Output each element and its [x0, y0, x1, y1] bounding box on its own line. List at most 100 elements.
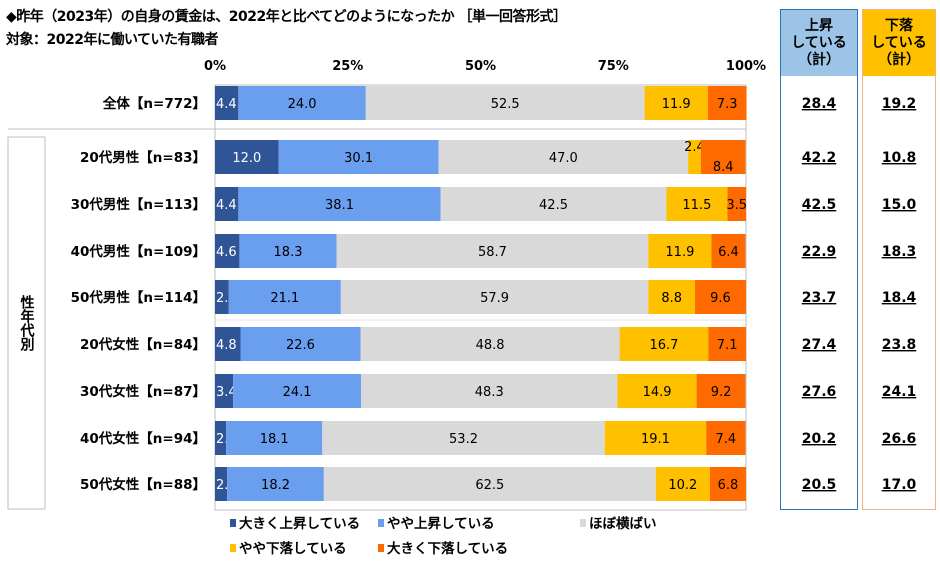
legend-swatch [378, 519, 384, 527]
data-label: 8.4 [713, 160, 734, 175]
legend-label: やや上昇している [387, 516, 495, 532]
bar-segment [727, 187, 746, 221]
rise-total-value: 42.5 [802, 197, 837, 213]
data-label: 16.7 [649, 338, 678, 353]
data-label: 14.9 [643, 385, 672, 400]
group-label-box [7, 136, 46, 510]
data-label: 62.5 [475, 478, 504, 493]
group-label: 性年代別 [18, 295, 35, 351]
x-tick-label: 50% [465, 59, 496, 74]
bar-segment [604, 421, 707, 455]
data-label: 42.5 [539, 198, 568, 213]
rise-total-value: 20.2 [802, 431, 837, 447]
bar-segment [322, 421, 605, 455]
bar-segment [215, 234, 240, 268]
bar-segment [240, 327, 361, 361]
bar-segment [215, 327, 241, 361]
category-label: 20代男性【n=83】 [80, 149, 206, 166]
bar-segment [360, 327, 620, 361]
data-label: 48.3 [475, 385, 504, 400]
legend-label: やや下落している [239, 540, 347, 557]
data-label: 11.9 [665, 245, 694, 260]
legend-label: 大きく下落している [387, 540, 508, 557]
data-label: 22.6 [286, 338, 315, 353]
category-label: 全体【n=772】 [102, 95, 206, 112]
data-label: 18.3 [274, 245, 303, 260]
bar-segment [617, 374, 697, 408]
bar-segment [644, 86, 708, 120]
data-label: 12.0 [232, 151, 261, 166]
data-label: 48.8 [476, 338, 505, 353]
bar-segment [278, 140, 439, 174]
bar-segment [340, 280, 649, 314]
bar-segment [655, 467, 710, 501]
data-label: 8.8 [661, 291, 682, 306]
data-label: 18.1 [260, 432, 289, 447]
data-label: 3.5 [726, 198, 747, 213]
data-label: 21.1 [270, 291, 299, 306]
data-label: 47.0 [549, 151, 578, 166]
bar-segment [648, 234, 712, 268]
bar-segment [365, 86, 645, 120]
category-label: 50代女性【n=88】 [80, 476, 206, 493]
fall-total-value: 17.0 [882, 477, 917, 493]
bar-segment [707, 86, 747, 120]
legend-swatch [378, 544, 384, 552]
fall-total-value: 18.3 [882, 244, 917, 260]
chart-subtitle: 対象：2022年に働いていた有職者 [6, 32, 219, 48]
bar-segment [215, 140, 279, 174]
fall-total-value: 10.8 [882, 150, 917, 166]
data-label: 57.9 [480, 291, 509, 306]
data-label: 4.6 [216, 245, 237, 260]
bar-segment [648, 280, 696, 314]
rise-total-column: 上昇 している （計） [780, 9, 858, 510]
fall-total-header: 下落 している （計） [863, 10, 935, 76]
bar-segment [215, 280, 229, 314]
fall-total-value: 15.0 [882, 197, 917, 213]
legend-label: ほぼ横ばい [589, 515, 657, 532]
rise-total-value: 20.5 [802, 477, 837, 493]
bar-segment [215, 374, 234, 408]
fall-total-column: 下落 している （計） [862, 9, 936, 510]
bar-segment [323, 467, 656, 501]
bar-segment [238, 187, 441, 221]
rise-total-value: 42.2 [802, 150, 837, 166]
data-label: 9.6 [710, 291, 731, 306]
bar-segment [666, 187, 728, 221]
fall-total-value: 24.1 [882, 384, 917, 400]
data-label: 10.2 [668, 478, 697, 493]
data-label: 9.2 [711, 385, 732, 400]
x-tick-label: 25% [332, 59, 363, 74]
bar-segment [336, 234, 649, 268]
data-label: 38.1 [325, 198, 354, 213]
category-label: 40代男性【n=109】 [71, 243, 206, 260]
bar-segment [361, 374, 618, 408]
fall-total-value: 18.4 [882, 290, 917, 306]
category-label: 40代女性【n=94】 [80, 430, 206, 447]
bar-segment [708, 327, 746, 361]
data-label: 58.7 [478, 245, 507, 260]
data-label: 6.4 [718, 245, 739, 260]
data-label: 24.0 [288, 97, 317, 112]
bar-segment [233, 374, 362, 408]
data-label: 7.3 [717, 97, 738, 112]
legend-swatch [230, 519, 236, 527]
x-tick-label: 75% [598, 59, 629, 74]
bar-segment [696, 374, 746, 408]
data-label: 4.8 [216, 338, 237, 353]
fall-total-value: 19.2 [882, 96, 917, 112]
data-label: 4.4 [216, 97, 237, 112]
bar-segment [706, 421, 746, 455]
bar-segment [709, 467, 746, 501]
data-label: 11.9 [662, 97, 691, 112]
bar-segment [226, 421, 323, 455]
bar-segment [215, 467, 228, 501]
bar-segment [438, 140, 689, 174]
data-label: 52.5 [491, 97, 520, 112]
category-label: 20代女性【n=84】 [80, 336, 206, 353]
x-tick-label: 100% [726, 59, 766, 74]
rise-total-header: 上昇 している （計） [781, 10, 857, 76]
x-tick-label: 0% [204, 59, 226, 74]
data-label: 18.2 [261, 478, 290, 493]
